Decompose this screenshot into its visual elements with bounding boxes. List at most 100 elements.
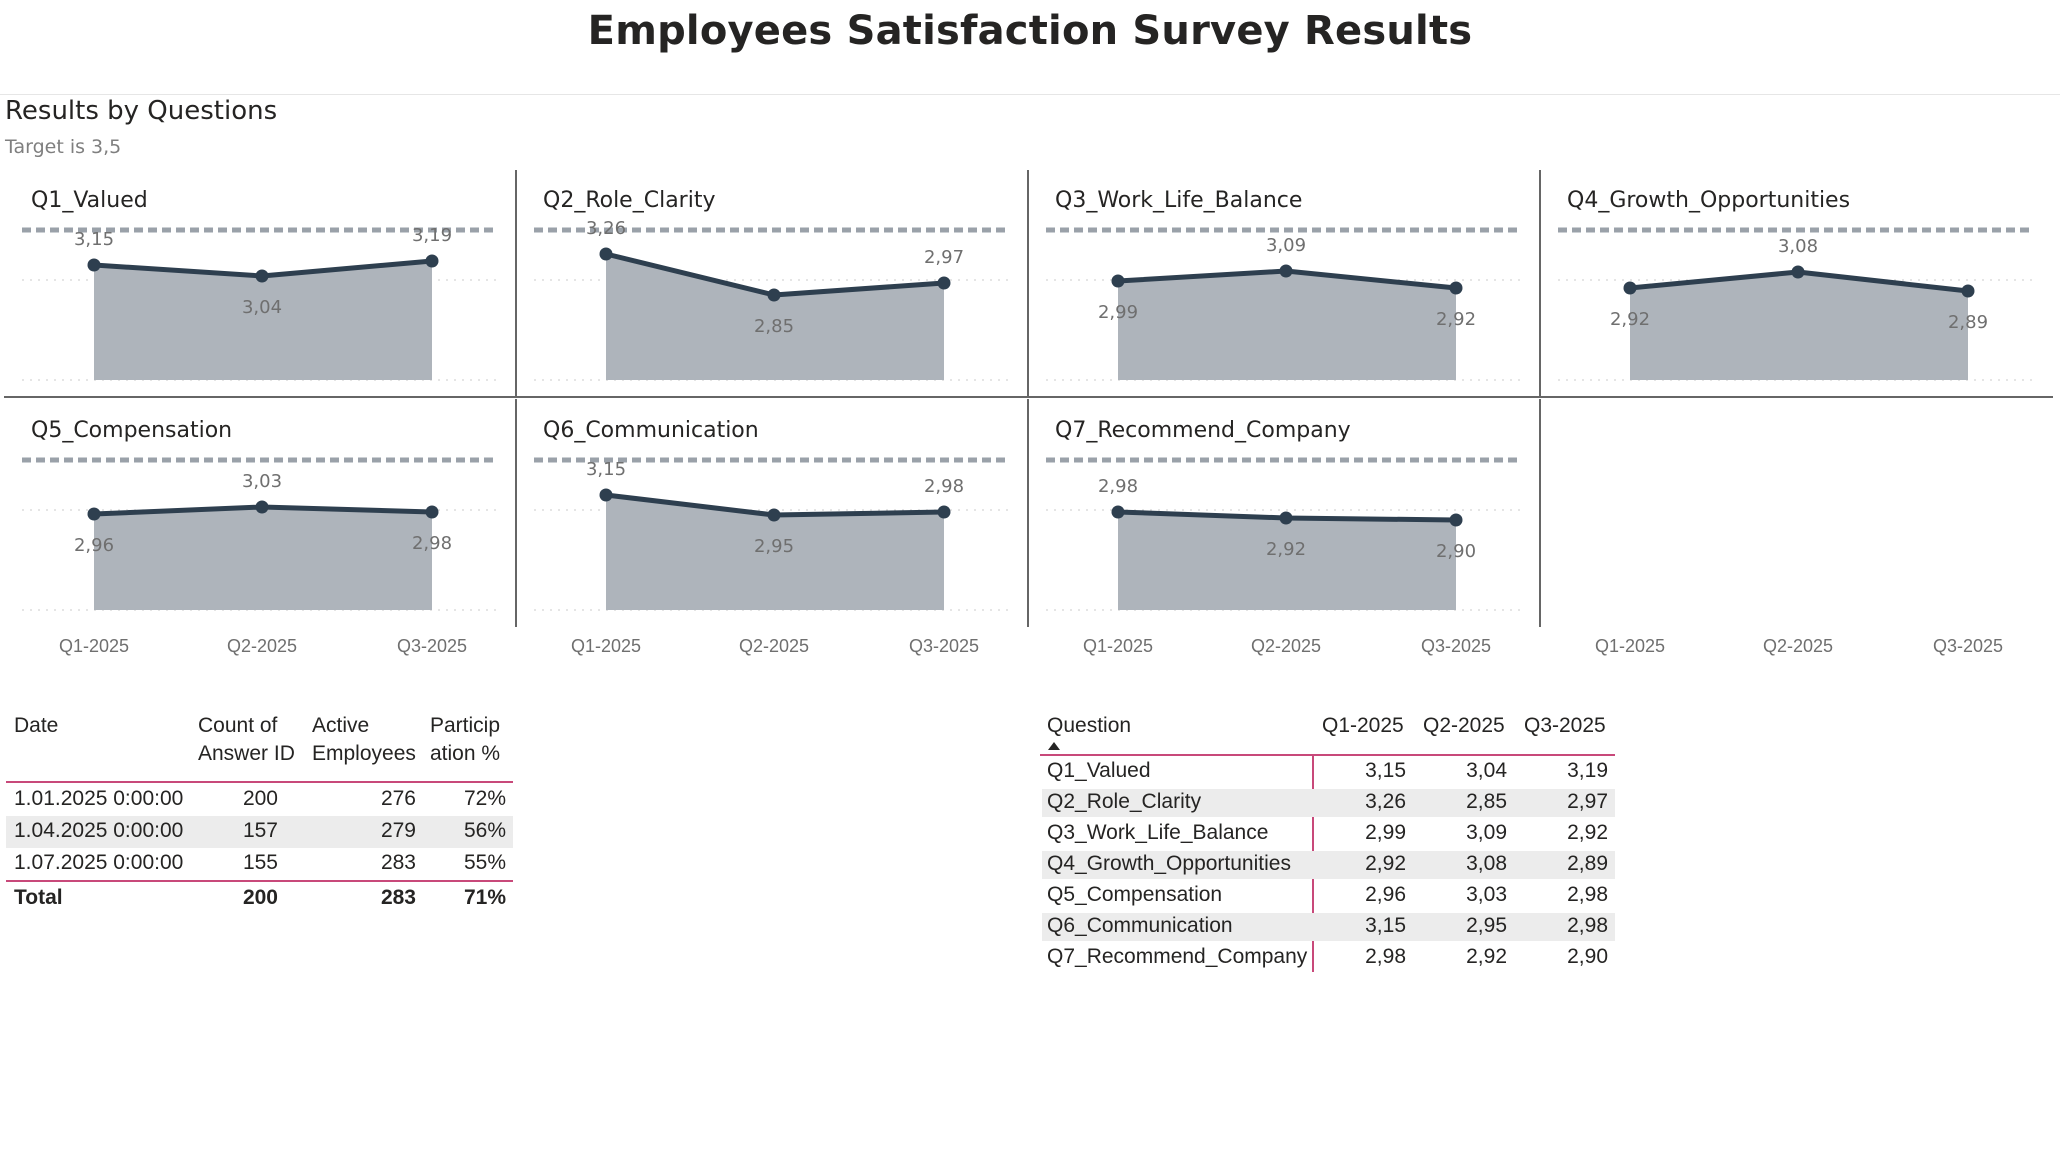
score-cell: 2,99 xyxy=(1365,821,1406,844)
column-header[interactable]: Date xyxy=(14,712,58,740)
data-point xyxy=(87,507,101,521)
row-band xyxy=(1042,851,1615,879)
question-name-cell: Q2_Role_Clarity xyxy=(1047,790,1202,813)
data-label: 2,85 xyxy=(754,316,794,337)
table-cell: 56% xyxy=(463,819,506,842)
row-band xyxy=(1042,789,1615,817)
score-cell: 2,96 xyxy=(1365,883,1406,906)
data-point xyxy=(87,258,101,272)
x-tick-label: Q2-2025 xyxy=(1763,636,1833,656)
total-divider xyxy=(6,880,513,882)
area-fill xyxy=(1118,271,1456,380)
panel-title: Q4_Growth_Opportunities xyxy=(1567,188,1850,213)
data-point xyxy=(599,488,613,502)
data-point xyxy=(1279,264,1293,278)
column-header[interactable]: Q2-2025 xyxy=(1423,714,1505,737)
data-point xyxy=(1961,284,1975,298)
total-cell: 200 xyxy=(242,886,278,909)
question-name-cell: Q3_Work_Life_Balance xyxy=(1047,821,1269,844)
table-cell: 157 xyxy=(242,819,278,842)
question-table[interactable]: Question Q1-2025 Q2-2025 Q3-2025 Q1_Valued 3,… xyxy=(1040,700,1620,980)
area-fill xyxy=(94,261,432,380)
x-tick-label: Q1-2025 xyxy=(59,636,129,656)
data-point xyxy=(425,254,439,268)
x-tick-label: Q3-2025 xyxy=(909,636,979,656)
panel-title: Q3_Work_Life_Balance xyxy=(1055,188,1302,213)
data-point xyxy=(937,276,951,290)
x-tick-label: Q1-2025 xyxy=(1595,636,1665,656)
table-cell: 276 xyxy=(380,787,416,810)
panel-title: Q1_Valued xyxy=(31,188,148,213)
data-label: 2,90 xyxy=(1436,541,1476,562)
score-cell: 3,26 xyxy=(1365,790,1406,813)
x-tick-label: Q2-2025 xyxy=(227,636,297,656)
area-fill xyxy=(94,507,432,610)
data-label: 2,98 xyxy=(1098,476,1138,497)
column-header[interactable]: Q1-2025 xyxy=(1322,714,1404,737)
score-cell: 3,08 xyxy=(1466,852,1507,875)
data-label: 3,04 xyxy=(242,297,282,318)
chart-panel: Q1-2025 Q2-2025 Q3-2025 xyxy=(1595,636,2003,656)
data-point xyxy=(255,269,269,283)
score-cell: 2,98 xyxy=(1567,914,1608,937)
score-cell: 2,89 xyxy=(1567,852,1608,875)
data-label: 3,03 xyxy=(242,471,282,492)
section-title: Results by Questions xyxy=(5,96,278,126)
score-cell: 3,03 xyxy=(1466,883,1507,906)
score-cell: 2,92 xyxy=(1365,852,1406,875)
score-cell: 2,85 xyxy=(1466,790,1507,813)
column-header[interactable]: Active Employees xyxy=(312,712,416,768)
data-label: 2,99 xyxy=(1098,302,1138,323)
column-header-line: Particip xyxy=(430,714,501,737)
sort-ascending-icon[interactable] xyxy=(1048,742,1060,750)
table-cell: 1.04.2025 0:00:00 xyxy=(14,819,184,842)
participation-table[interactable]: Date Count of Answer ID Active Employees Part… xyxy=(0,700,520,930)
column-header-line: Answer ID xyxy=(198,742,295,765)
header-divider xyxy=(1040,754,1615,756)
data-label: 2,92 xyxy=(1610,309,1650,330)
data-point xyxy=(1623,281,1637,295)
small-multiples-chart[interactable]: Q1_Valued 3,15 3,04 3,19 Q2_Role_Clarity 3,26… xyxy=(0,168,2060,668)
panel-title: Q5_Compensation xyxy=(31,418,232,443)
report-title: Employees Satisfaction Survey Results xyxy=(587,8,1473,54)
row-band xyxy=(1042,913,1615,941)
data-point xyxy=(1111,274,1125,288)
chart-panel: Q1-2025 Q2-2025 Q3-2025 Q7_Recommend_Compan… xyxy=(1046,418,1522,656)
area-fill xyxy=(606,495,944,610)
score-cell: 2,90 xyxy=(1567,945,1608,968)
column-header[interactable]: Particip ation % xyxy=(430,712,500,768)
data-label: 2,97 xyxy=(924,247,964,268)
data-label: 2,89 xyxy=(1948,312,1988,333)
data-label: 2,92 xyxy=(1266,539,1306,560)
question-name-cell: Q4_Growth_Opportunities xyxy=(1047,852,1291,875)
data-label: 2,96 xyxy=(74,535,114,556)
section-subtitle: Target is 3,5 xyxy=(5,136,122,158)
question-name-cell: Q5_Compensation xyxy=(1047,883,1223,906)
chart-panel: Q1-2025 Q2-2025 Q3-2025 Q6_Communication 3,1… xyxy=(534,418,1010,656)
column-header[interactable]: Question xyxy=(1047,714,1132,737)
column-header[interactable]: Count of Answer ID xyxy=(198,712,295,768)
panel-title: Q7_Recommend_Company xyxy=(1055,418,1351,443)
title-divider xyxy=(0,94,2060,95)
data-point xyxy=(1279,511,1293,525)
column-header-line: Count of xyxy=(198,714,278,737)
table-cell: 155 xyxy=(242,851,278,874)
score-cell: 2,95 xyxy=(1466,914,1507,937)
data-label: 2,92 xyxy=(1436,309,1476,330)
data-label: 3,19 xyxy=(412,225,452,246)
area-fill xyxy=(1630,272,1968,380)
score-cell: 3,15 xyxy=(1365,759,1406,782)
chart-panel: Q1-2025 Q2-2025 Q3-2025 Q5_Compensation 2,96… xyxy=(22,418,498,656)
score-cell: 2,92 xyxy=(1466,945,1507,968)
column-header-line: Active xyxy=(312,714,370,737)
table-cell: 72% xyxy=(463,787,506,810)
total-cell: 283 xyxy=(380,886,416,909)
data-point xyxy=(937,505,951,519)
column-header-line: Date xyxy=(14,714,59,737)
total-cell: Total xyxy=(14,886,63,909)
score-cell: 3,19 xyxy=(1567,759,1608,782)
column-header[interactable]: Q3-2025 xyxy=(1524,714,1606,737)
data-point xyxy=(767,288,781,302)
row-band xyxy=(6,816,513,848)
x-tick-label: Q1-2025 xyxy=(1083,636,1153,656)
